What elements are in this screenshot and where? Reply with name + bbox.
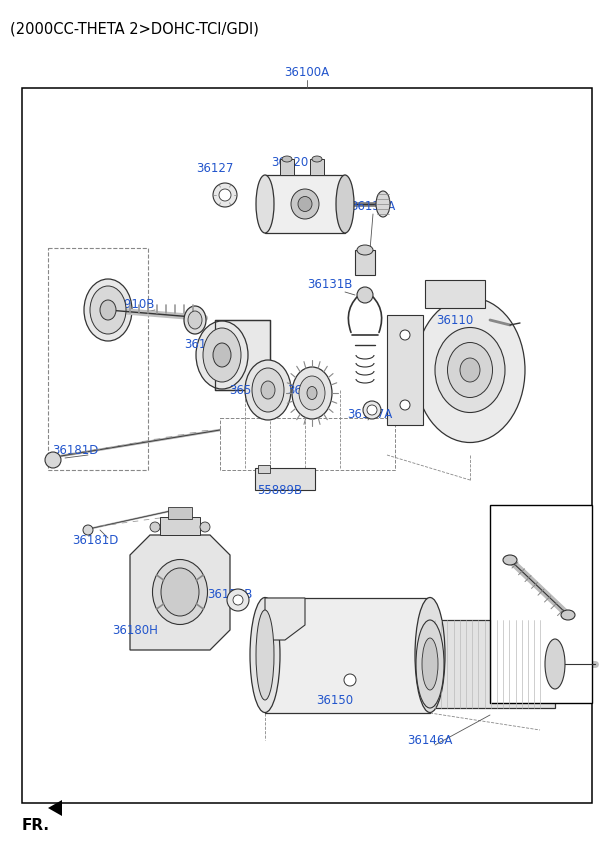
Bar [22, 88, 592, 803]
Bar [168, 507, 192, 519]
Text: 36131A: 36131A [351, 200, 395, 214]
Circle shape [83, 525, 93, 535]
Text: 36181D: 36181D [52, 444, 98, 456]
Text: 36110: 36110 [436, 314, 474, 326]
Ellipse shape [415, 298, 525, 443]
Circle shape [400, 400, 410, 410]
Text: 36146A: 36146A [407, 734, 452, 746]
Circle shape [363, 401, 381, 419]
Text: 36100A: 36100A [284, 66, 330, 80]
Circle shape [213, 183, 237, 207]
Ellipse shape [261, 381, 275, 399]
Ellipse shape [357, 245, 373, 255]
Ellipse shape [460, 358, 480, 382]
Ellipse shape [196, 321, 248, 389]
Ellipse shape [100, 300, 116, 320]
Bar [490, 505, 592, 703]
Text: 36168B: 36168B [185, 338, 230, 352]
Polygon shape [265, 598, 305, 640]
Ellipse shape [422, 638, 438, 690]
Ellipse shape [250, 598, 280, 712]
Circle shape [150, 522, 160, 532]
Ellipse shape [503, 555, 517, 565]
Ellipse shape [252, 368, 284, 412]
Text: 36145: 36145 [287, 383, 325, 397]
Circle shape [400, 330, 410, 340]
Ellipse shape [203, 328, 241, 382]
Text: 36127: 36127 [196, 161, 234, 175]
Ellipse shape [188, 311, 202, 329]
Polygon shape [130, 535, 230, 650]
Ellipse shape [256, 175, 274, 233]
Ellipse shape [291, 189, 319, 219]
Ellipse shape [415, 598, 445, 712]
Bar [265, 175, 345, 233]
Bar [310, 159, 324, 175]
Bar [280, 159, 294, 175]
Ellipse shape [213, 343, 231, 367]
Ellipse shape [292, 367, 332, 419]
Ellipse shape [336, 175, 354, 233]
Text: 36131B: 36131B [307, 278, 352, 292]
Circle shape [344, 674, 356, 686]
Ellipse shape [545, 639, 565, 689]
Text: 36180H: 36180H [112, 623, 158, 637]
Ellipse shape [282, 156, 292, 162]
Bar [430, 620, 555, 708]
Ellipse shape [299, 376, 325, 410]
Text: (2000CC-THETA 2>DOHC-TCI/GDI): (2000CC-THETA 2>DOHC-TCI/GDI) [10, 22, 259, 37]
Ellipse shape [447, 343, 492, 398]
Ellipse shape [376, 191, 390, 217]
Bar [255, 468, 315, 490]
Circle shape [367, 405, 377, 415]
Ellipse shape [90, 286, 126, 334]
Ellipse shape [561, 610, 575, 620]
Ellipse shape [84, 279, 132, 341]
Ellipse shape [161, 568, 199, 616]
Ellipse shape [307, 387, 317, 399]
Text: FR.: FR. [22, 818, 50, 833]
Ellipse shape [245, 360, 291, 420]
Polygon shape [387, 315, 423, 425]
Text: 55889B: 55889B [257, 483, 303, 496]
Bar [215, 320, 270, 390]
Polygon shape [48, 800, 62, 816]
Text: 36120: 36120 [272, 157, 308, 170]
Text: 36211: 36211 [524, 568, 562, 582]
Ellipse shape [435, 327, 505, 412]
Ellipse shape [298, 197, 312, 211]
Circle shape [200, 522, 210, 532]
Ellipse shape [153, 560, 207, 624]
Text: 36181D: 36181D [72, 533, 118, 546]
Text: 68910B: 68910B [109, 298, 154, 311]
Circle shape [233, 595, 243, 605]
Bar [258, 465, 270, 473]
Ellipse shape [312, 156, 322, 162]
Text: 36150: 36150 [316, 694, 354, 706]
Bar [265, 598, 430, 713]
Text: 36152B: 36152B [207, 589, 253, 601]
Text: 36137A: 36137A [348, 409, 392, 421]
Ellipse shape [256, 610, 274, 700]
Bar [160, 517, 200, 535]
Bar [355, 250, 375, 275]
Ellipse shape [416, 620, 444, 708]
Text: 36580: 36580 [229, 383, 267, 397]
Bar [425, 280, 485, 308]
Circle shape [45, 452, 61, 468]
Circle shape [227, 589, 249, 611]
Circle shape [357, 287, 373, 303]
Ellipse shape [184, 306, 206, 334]
Circle shape [219, 189, 231, 201]
